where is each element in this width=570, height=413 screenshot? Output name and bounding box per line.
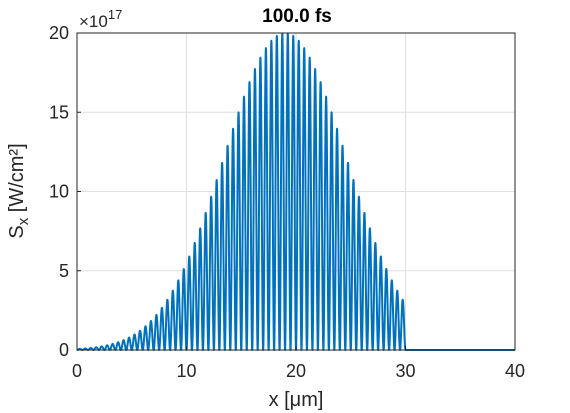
y-tick-label: 10 — [49, 182, 69, 202]
y-multiplier-exponent: 17 — [108, 7, 122, 22]
x-tick-label: 40 — [505, 361, 525, 381]
y-axis-label-sub: x — [15, 217, 32, 225]
x-tick-label: 10 — [176, 361, 196, 381]
x-ticks: 0 10 20 30 40 — [72, 346, 525, 381]
y-multiplier-base: ×10 — [79, 12, 108, 31]
y-axis-label-main: S — [6, 225, 28, 238]
y-axis-label: Sx [W/cm²] — [6, 143, 32, 238]
x-axis-label: x [μm] — [269, 389, 324, 411]
x-tick-label: 20 — [286, 361, 306, 381]
y-tick-label: 20 — [49, 23, 69, 43]
x-tick-label: 0 — [72, 361, 82, 381]
grid — [77, 33, 515, 350]
y-tick-label: 15 — [49, 102, 69, 122]
y-tick-label: 5 — [59, 261, 69, 281]
x-tick-label: 30 — [395, 361, 415, 381]
y-multiplier: ×1017 — [79, 7, 122, 31]
chart-title: 100.0 fs — [262, 6, 332, 27]
y-tick-label: 0 — [59, 340, 69, 360]
y-axis-label-unit: [W/cm²] — [6, 143, 28, 217]
y-ticks: 0 5 10 15 20 — [49, 23, 81, 360]
